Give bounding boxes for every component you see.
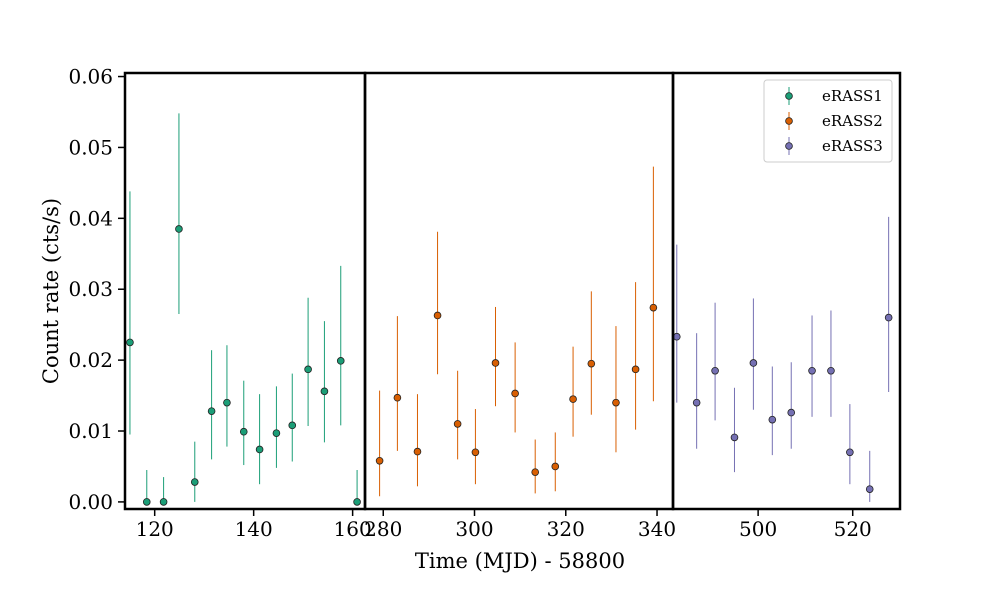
series-eRASS2 — [375, 166, 658, 497]
data-point — [207, 407, 216, 415]
data-point — [126, 338, 134, 347]
y-tick-label: 0.00 — [68, 490, 113, 514]
data-point — [304, 365, 312, 374]
data-point — [223, 398, 231, 407]
x-tick-label: 160 — [334, 517, 372, 541]
data-point — [175, 225, 183, 233]
data-point — [749, 359, 758, 367]
y-tick-label: 0.02 — [68, 348, 113, 372]
legend: eRASS1 eRASS2 eRASS3 — [763, 79, 893, 163]
data-point — [413, 447, 422, 456]
data-point — [587, 359, 596, 368]
legend-marker — [785, 142, 793, 150]
data-point — [808, 366, 816, 375]
data-point — [787, 408, 796, 417]
data-point — [711, 366, 719, 375]
data-point — [865, 485, 874, 493]
y-tick-label: 0.04 — [68, 206, 113, 230]
x-tick-label: 520 — [834, 517, 872, 541]
panel-eRASS2: 280 300 320 340 — [364, 166, 676, 541]
legend-box — [763, 79, 893, 163]
legend-marker — [785, 117, 793, 125]
panel-eRASS1: 120 140 160 — [126, 113, 372, 541]
legend-item-eRASS3: eRASS3 — [785, 137, 883, 155]
data-point — [142, 498, 151, 506]
data-point — [692, 398, 701, 407]
x-tick-label: 280 — [364, 517, 402, 541]
panel-frame — [363, 71, 675, 511]
y-axis: 0.00 0.01 0.02 0.03 0.04 0.05 0.06 — [68, 65, 125, 514]
data-point — [827, 366, 835, 375]
y-tick-label: 0.05 — [68, 135, 113, 159]
legend-label: eRASS2 — [822, 112, 883, 130]
data-point — [672, 332, 681, 341]
data-point — [159, 498, 168, 506]
data-point — [320, 387, 329, 396]
y-tick-label: 0.01 — [68, 419, 113, 443]
x-tick-label: 120 — [136, 517, 174, 541]
data-point — [511, 389, 519, 398]
y-tick-label: 0.03 — [68, 277, 113, 301]
series-eRASS3 — [672, 216, 893, 502]
data-point — [471, 448, 480, 457]
data-point — [551, 462, 560, 471]
legend-item-eRASS1: eRASS1 — [785, 87, 883, 105]
data-point — [375, 456, 384, 465]
series-eRASS1 — [126, 113, 361, 506]
data-point — [433, 311, 442, 320]
data-point — [336, 357, 345, 365]
panel-frame — [123, 71, 367, 511]
data-point — [768, 415, 777, 424]
data-point — [491, 359, 500, 367]
y-axis-label: Count rate (cts/s) — [39, 198, 63, 384]
data-point — [612, 398, 620, 407]
data-point — [649, 303, 658, 312]
panel-eRASS3: 500 520 — [672, 216, 893, 541]
data-point — [846, 448, 854, 457]
data-point — [190, 478, 199, 486]
data-point — [631, 365, 640, 374]
data-point — [393, 393, 402, 402]
panel-frame — [671, 71, 902, 511]
y-tick-label: 0.06 — [68, 65, 113, 89]
data-point — [353, 498, 361, 506]
legend-label: eRASS1 — [822, 87, 883, 105]
x-tick-label: 140 — [235, 517, 273, 541]
data-point — [288, 421, 297, 430]
legend-item-eRASS2: eRASS2 — [785, 112, 883, 130]
data-point — [272, 429, 281, 437]
frame-layer — [123, 71, 902, 511]
data-point — [453, 420, 462, 428]
x-tick-label: 320 — [547, 517, 585, 541]
legend-marker — [785, 92, 793, 100]
legend-label: eRASS3 — [822, 137, 883, 155]
data-point — [884, 313, 893, 322]
data-point — [255, 445, 264, 454]
data-point — [531, 468, 539, 476]
x-tick-label: 500 — [739, 517, 777, 541]
data-point — [569, 395, 577, 403]
x-tick-label: 300 — [455, 517, 493, 541]
data-point — [239, 427, 248, 436]
x-tick-label: 340 — [638, 517, 676, 541]
x-axis-label: Time (MJD) - 58800 — [415, 549, 625, 573]
data-point — [730, 433, 739, 442]
